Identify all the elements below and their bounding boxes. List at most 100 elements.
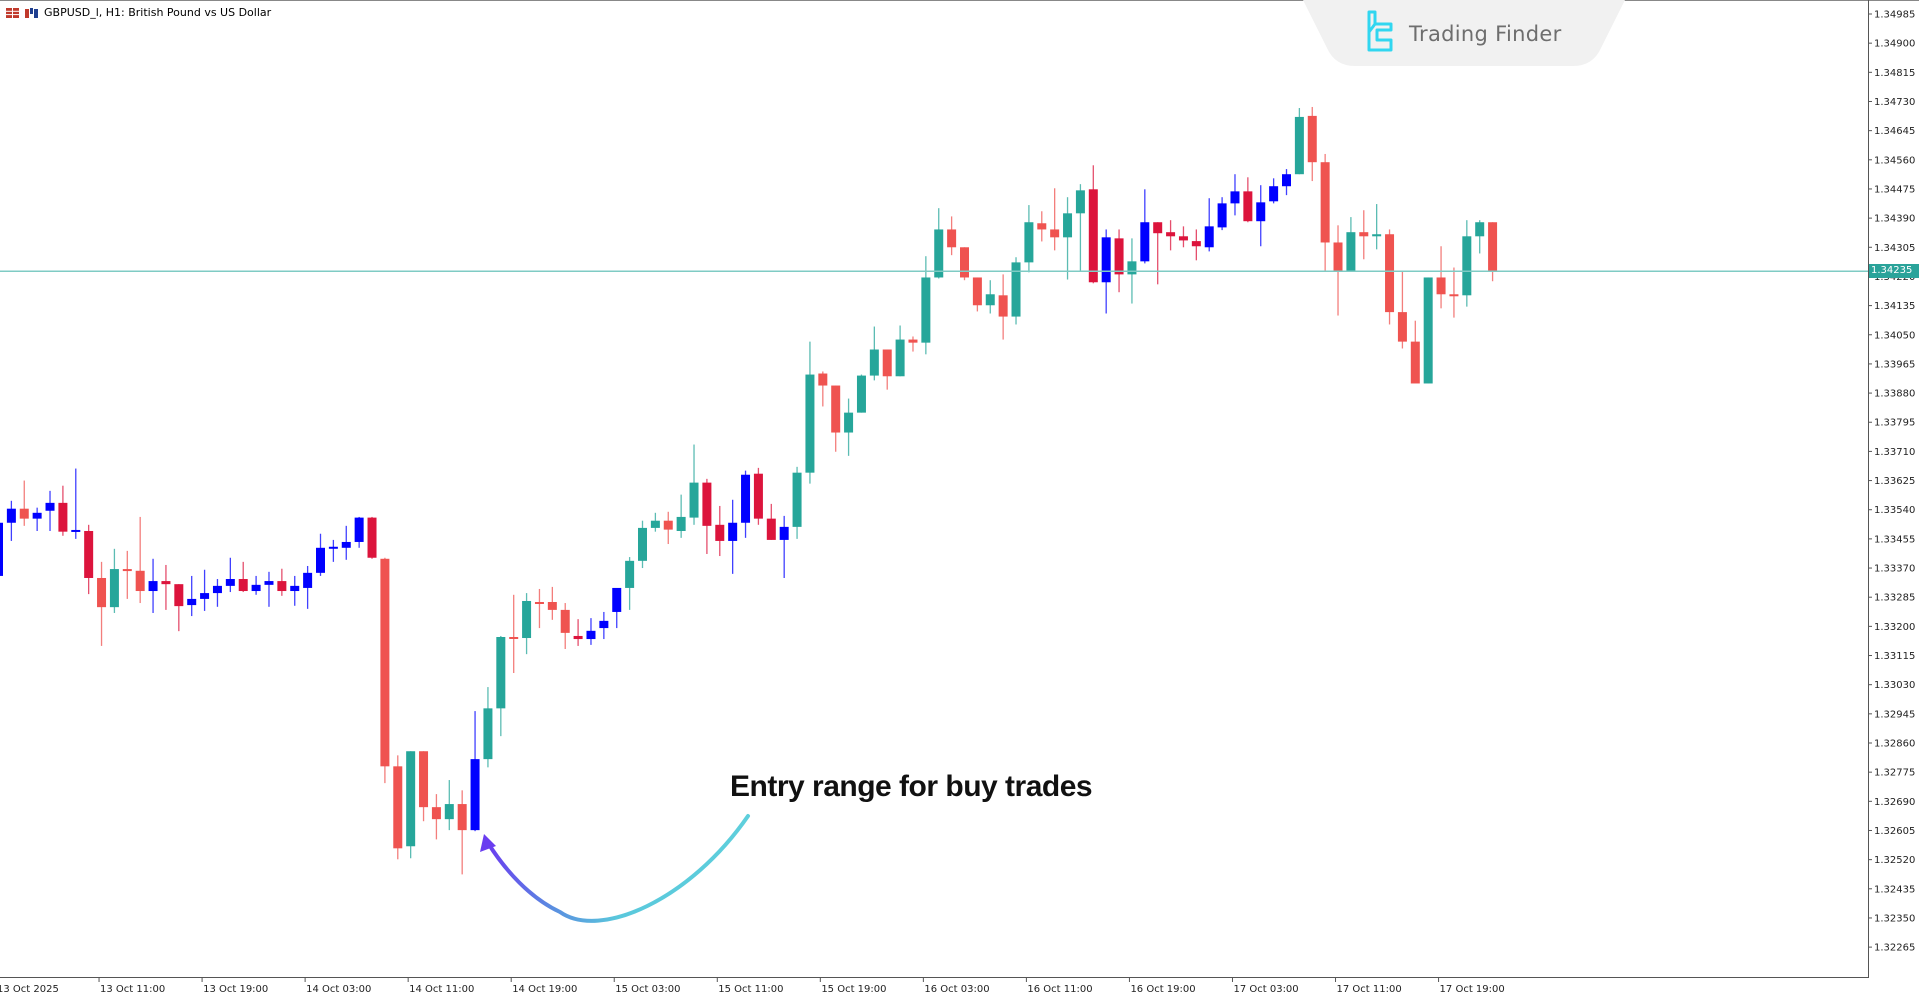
price-tick-label: 1.33625	[1874, 476, 1915, 487]
chart-title-bar: GBPUSD_l, H1: British Pound vs US Dollar	[6, 6, 271, 19]
candle	[1230, 174, 1240, 216]
price-tick-label: 1.33965	[1874, 359, 1915, 370]
candle	[960, 247, 969, 281]
watermark-brand: Trading Finder	[1409, 22, 1562, 46]
price-tick-label: 1.34985	[1874, 10, 1915, 21]
candle	[187, 575, 197, 617]
candle	[251, 575, 261, 595]
candle	[650, 512, 660, 532]
candle	[779, 515, 789, 578]
time-tick-label: 14 Oct 19:00	[512, 984, 577, 995]
price-tick-label: 1.34305	[1874, 243, 1915, 254]
candle	[354, 516, 364, 548]
candle	[19, 480, 29, 526]
candle	[71, 468, 81, 539]
candle	[934, 208, 944, 279]
candle	[200, 569, 210, 611]
candle	[509, 594, 519, 674]
candle	[174, 584, 184, 632]
trading-finder-watermark: Trading Finder	[1303, 0, 1625, 66]
candle	[367, 516, 377, 559]
time-tick-label: 16 Oct 03:00	[924, 984, 989, 995]
price-tick-label: 1.34560	[1874, 155, 1915, 166]
candle	[998, 274, 1008, 340]
price-tick-label: 1.33540	[1874, 505, 1915, 516]
candle	[972, 277, 982, 312]
time-tick-label: 13 Oct 19:00	[203, 984, 268, 995]
candle	[212, 579, 222, 607]
time-axis[interactable]: 13 Oct 2025 13 Oct 11:00 13 Oct 19:00 14 Oc…	[0, 977, 1505, 995]
candle	[702, 478, 712, 554]
candle	[444, 780, 454, 831]
candle	[741, 470, 751, 538]
price-tick-label: 1.33795	[1874, 418, 1915, 429]
candle	[277, 568, 287, 596]
price-tick-label: 1.34645	[1874, 126, 1915, 137]
price-tick-label: 1.34730	[1874, 97, 1915, 108]
time-tick-label: 15 Oct 03:00	[615, 984, 680, 995]
candle	[1204, 198, 1214, 252]
candle	[715, 505, 725, 557]
candle	[290, 575, 300, 606]
time-tick-label: 14 Oct 11:00	[409, 984, 474, 995]
candle	[328, 539, 338, 562]
candle	[1011, 257, 1021, 325]
candle	[522, 593, 532, 655]
time-tick-label: 17 Oct 19:00	[1440, 984, 1505, 995]
candle	[1256, 185, 1266, 247]
price-tick-label: 1.33030	[1874, 680, 1915, 691]
candle	[1436, 246, 1446, 309]
candle	[818, 371, 828, 407]
candle	[1178, 226, 1188, 248]
candle	[831, 385, 841, 452]
candle	[380, 557, 390, 784]
candle	[1243, 177, 1253, 223]
candle	[1449, 267, 1459, 318]
candle	[341, 525, 351, 560]
price-tick-label: 1.33285	[1874, 593, 1915, 604]
candle	[470, 711, 480, 832]
candle	[856, 374, 866, 413]
candle	[1037, 211, 1047, 242]
candle	[612, 587, 622, 629]
candle	[882, 349, 892, 390]
candle	[457, 790, 467, 875]
candle	[1397, 271, 1407, 349]
annotation-arrow	[480, 814, 750, 923]
time-tick-label: 15 Oct 19:00	[821, 984, 886, 995]
price-tick-label: 1.32690	[1874, 797, 1915, 808]
candle	[1423, 277, 1433, 384]
candle	[58, 485, 68, 536]
price-axis[interactable]: 1.34985 1.34900 1.34815 1.34730 1.34645 1.345…	[1868, 10, 1915, 954]
candle	[586, 618, 596, 645]
candle	[1294, 107, 1304, 175]
candle	[560, 603, 570, 650]
time-tick-label: 17 Oct 11:00	[1337, 984, 1402, 995]
candle	[122, 550, 132, 599]
candle	[1307, 106, 1317, 182]
price-tick-label: 1.32520	[1874, 855, 1915, 866]
chart-menu-icon[interactable]	[6, 7, 19, 18]
candle	[1153, 222, 1163, 285]
candle	[1385, 229, 1395, 325]
candle	[844, 398, 854, 456]
candle	[1320, 153, 1330, 272]
one-click-trading-icon[interactable]	[25, 7, 38, 18]
candle	[805, 341, 815, 484]
candle	[1063, 197, 1073, 280]
candle	[728, 499, 738, 574]
candle	[1166, 220, 1176, 251]
candle	[393, 755, 403, 860]
time-tick-label: 15 Oct 11:00	[718, 984, 783, 995]
price-tick-label: 1.34135	[1874, 301, 1915, 312]
current-price-label: 1.34235	[1869, 264, 1919, 278]
price-tick-label: 1.34815	[1874, 68, 1915, 79]
price-tick-label: 1.32435	[1874, 884, 1915, 895]
annotation-text: Entry range for buy trades	[730, 770, 1093, 803]
price-tick-label: 1.34050	[1874, 330, 1915, 341]
time-tick-label: 14 Oct 03:00	[306, 984, 371, 995]
candle	[496, 635, 506, 737]
candle	[1024, 205, 1034, 273]
candle	[908, 336, 918, 352]
